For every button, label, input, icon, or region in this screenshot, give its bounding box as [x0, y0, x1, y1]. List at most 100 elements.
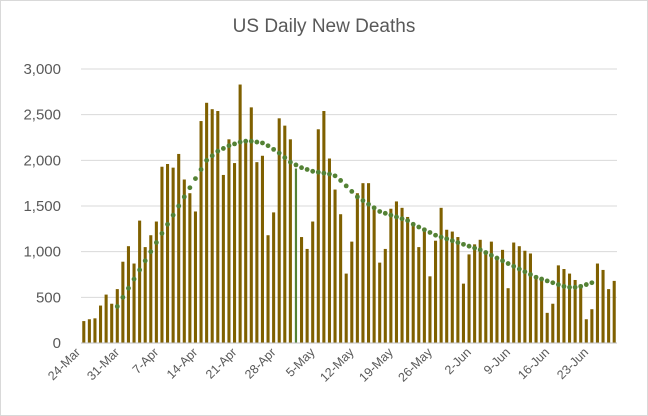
x-tick-label: 31-Mar	[84, 345, 122, 383]
bar	[562, 269, 566, 343]
trend-point	[377, 209, 383, 214]
trend-point	[466, 243, 472, 249]
bar	[484, 250, 488, 343]
x-tick-label: 12-May	[317, 345, 357, 385]
trend-point	[550, 280, 556, 286]
trend-point	[343, 183, 349, 189]
trend-point	[461, 241, 466, 247]
trend-point	[181, 194, 187, 200]
x-tick-label: 21-Apr	[203, 345, 239, 381]
trend-point	[494, 255, 500, 261]
x-tick-label: 9-Jun	[481, 345, 513, 377]
y-tick-label: 2,500	[23, 107, 61, 124]
trend-point	[561, 283, 567, 289]
trend-point	[371, 205, 377, 211]
trend-point	[142, 258, 148, 264]
trend-point	[394, 214, 399, 220]
trend-point	[544, 278, 550, 284]
bar	[82, 321, 86, 343]
bar	[322, 111, 326, 343]
bar	[149, 235, 153, 343]
bar	[227, 139, 231, 343]
bar	[422, 227, 426, 343]
trend-point	[539, 276, 545, 282]
bar	[294, 168, 298, 343]
trend-point	[354, 194, 360, 200]
bar	[166, 163, 170, 343]
trend-point	[287, 159, 293, 165]
bar	[378, 262, 382, 343]
trend-point	[332, 173, 338, 179]
trend-point	[388, 212, 394, 218]
bar	[461, 283, 465, 343]
x-axis-tick-labels: 24-Mar 31-Mar 7-Apr 14-Apr 21-Apr 28-Apr 5-May…	[45, 345, 591, 385]
trend-point	[226, 143, 232, 149]
bar	[568, 273, 572, 343]
bar	[126, 246, 130, 343]
x-tick-label: 14-Apr	[164, 345, 200, 381]
bar	[182, 179, 186, 343]
bar	[540, 277, 544, 343]
trend-point	[516, 266, 522, 272]
bar	[512, 242, 516, 343]
x-tick-label: 19-May	[356, 345, 396, 385]
bar	[534, 275, 538, 343]
bar	[450, 231, 454, 343]
bar	[473, 244, 477, 343]
bar	[501, 249, 505, 343]
trend-point	[159, 231, 165, 236]
trend-series	[114, 138, 595, 309]
bar	[216, 111, 220, 343]
trend-point	[148, 249, 154, 255]
trend-point	[500, 258, 505, 264]
bar	[188, 193, 192, 343]
bar	[439, 207, 443, 343]
bar	[528, 253, 532, 343]
trend-point	[349, 188, 355, 194]
bar	[272, 212, 276, 343]
bar	[104, 294, 108, 343]
trend-point	[232, 141, 237, 147]
x-tick-label: 23-Jun	[554, 345, 591, 382]
bar	[110, 303, 114, 343]
trend-point	[282, 155, 288, 160]
gridlines	[81, 68, 617, 298]
bar	[221, 174, 225, 343]
bar	[327, 158, 331, 343]
bar	[428, 276, 432, 343]
trend-point	[321, 170, 327, 176]
trend-point	[310, 168, 316, 174]
trend-point	[237, 139, 243, 145]
bar	[93, 318, 97, 343]
bar	[445, 229, 449, 343]
bar	[249, 107, 253, 343]
bar	[367, 183, 371, 343]
trend-point	[120, 294, 126, 300]
trend-point	[126, 285, 131, 291]
x-tick-label: 28-Apr	[242, 345, 278, 381]
bar	[601, 269, 605, 343]
bar	[573, 279, 577, 343]
x-tick-label: 2-Jun	[442, 345, 474, 377]
trend-point	[444, 236, 450, 242]
bar	[383, 248, 387, 343]
trend-point	[511, 263, 517, 269]
bar	[355, 193, 359, 343]
bar	[517, 246, 521, 343]
bar	[316, 129, 320, 343]
bar	[171, 167, 175, 343]
trend-point	[209, 153, 215, 159]
trend-point	[276, 150, 282, 156]
bar	[210, 109, 214, 343]
bar	[311, 221, 315, 343]
trend-point	[304, 167, 310, 172]
bar	[406, 216, 410, 343]
y-axis-tick-labels: 0 500 1,000 1,500 2,000 2,500 3,000	[23, 61, 61, 352]
trend-point	[131, 276, 137, 282]
bar	[99, 305, 103, 343]
bar	[411, 222, 415, 343]
y-tick-label: 0	[53, 335, 61, 352]
trend-point	[260, 140, 265, 146]
bar	[205, 102, 209, 343]
trend-point	[455, 240, 461, 245]
